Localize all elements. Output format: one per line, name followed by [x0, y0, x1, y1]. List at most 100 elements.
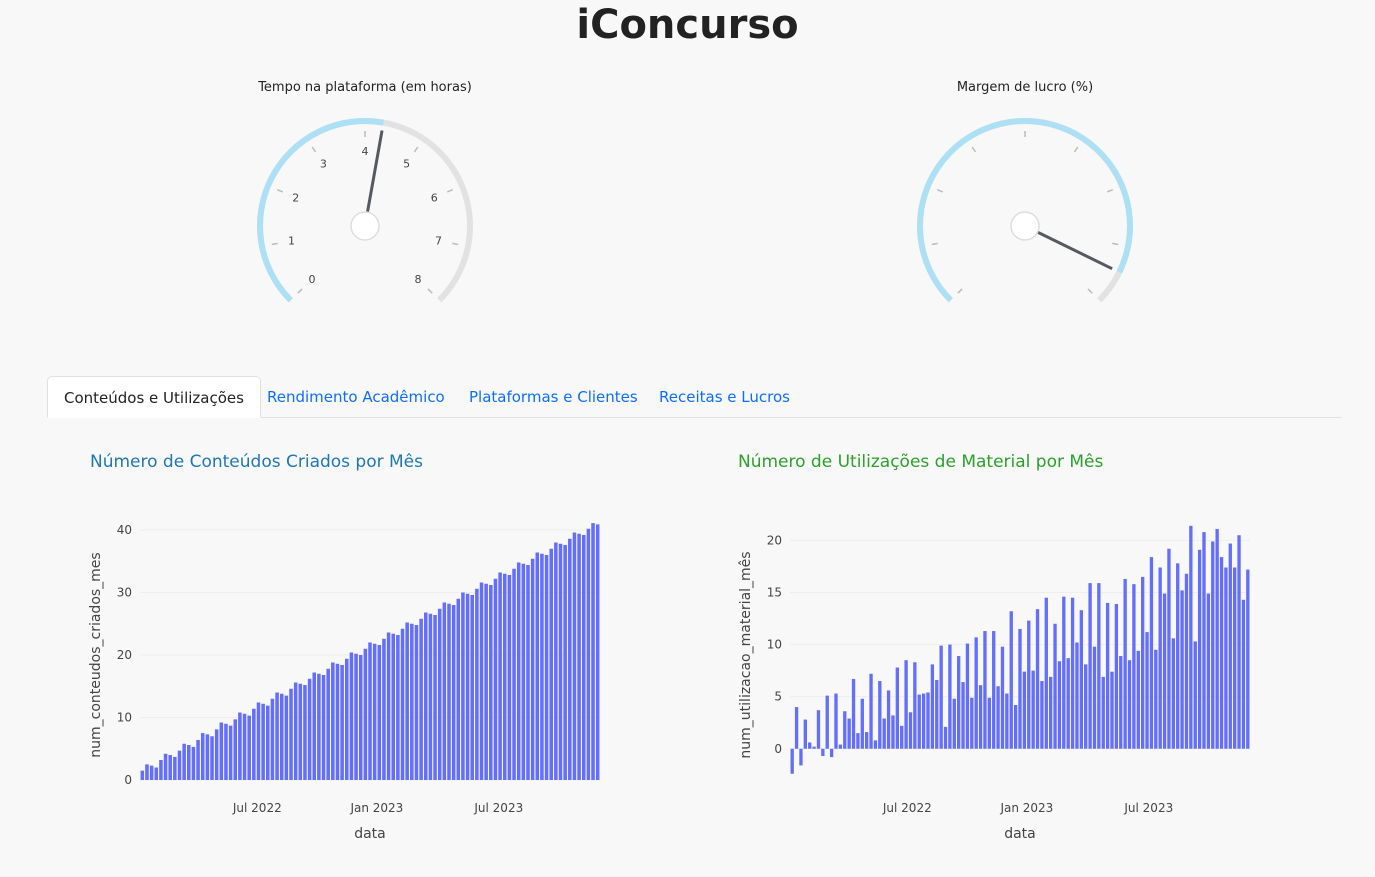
bar	[1219, 557, 1224, 749]
bar	[930, 664, 935, 749]
bar	[182, 743, 186, 780]
bar	[386, 632, 391, 780]
bar	[173, 756, 177, 780]
gauge-tick-label: 5	[403, 158, 410, 171]
bar	[196, 740, 200, 780]
bar	[368, 642, 372, 780]
bar	[219, 722, 224, 780]
gauge-tick	[957, 288, 963, 294]
gauge-fill	[917, 118, 1133, 303]
bar	[270, 698, 275, 780]
bar	[1114, 603, 1119, 749]
gauge-tick	[271, 242, 278, 246]
bar	[372, 643, 377, 780]
bar	[1167, 548, 1171, 749]
y-tick-label: 30	[117, 586, 132, 600]
bar	[1075, 642, 1079, 749]
gauge-time-on-platform: Tempo na plataforma (em horas) 0 1 2 3 4 5 6 7 8	[205, 80, 525, 340]
bar	[935, 680, 939, 749]
bar	[1206, 593, 1211, 749]
bar	[1141, 576, 1145, 749]
bar	[847, 718, 851, 749]
gauge-fill	[257, 118, 384, 303]
bar	[335, 663, 340, 780]
bar	[957, 656, 961, 749]
bar	[577, 533, 581, 780]
bar	[1127, 660, 1132, 749]
bar	[921, 693, 926, 749]
gauge-tick	[931, 242, 938, 246]
bar	[961, 682, 965, 749]
bar	[214, 729, 219, 780]
bar	[275, 692, 279, 780]
bar	[1136, 650, 1140, 749]
bar	[289, 688, 293, 780]
bar	[498, 572, 502, 780]
bar	[860, 698, 864, 749]
tab-conteudos-utilizacoes[interactable]: Conteúdos e Utilizações	[47, 376, 261, 418]
bar	[530, 558, 535, 780]
bar	[1145, 632, 1149, 749]
bar	[163, 753, 168, 780]
bar	[1158, 567, 1162, 749]
bar	[843, 711, 847, 749]
bar	[586, 528, 591, 780]
gauge-tick-label: 7	[435, 235, 442, 248]
gauge-tick-label: 1	[288, 235, 295, 248]
bar	[345, 658, 349, 780]
bar	[256, 702, 261, 780]
y-tick-label: 0	[774, 742, 782, 756]
bar	[145, 764, 149, 780]
bar	[983, 631, 987, 749]
bar	[1079, 610, 1083, 749]
y-tick-label: 40	[117, 523, 132, 537]
bar	[405, 622, 409, 780]
bar	[400, 628, 405, 780]
bar	[154, 767, 159, 780]
bar	[521, 563, 526, 780]
bar	[904, 660, 908, 749]
bar	[1224, 567, 1228, 749]
bar	[303, 685, 307, 780]
bar	[1057, 661, 1062, 749]
bar	[442, 602, 447, 780]
bar	[293, 682, 298, 780]
gauge-tick-label: 6	[431, 191, 438, 204]
bar	[1035, 609, 1040, 749]
bar	[926, 692, 930, 749]
bar	[886, 690, 891, 749]
bar	[1018, 628, 1022, 749]
gauge-tick	[311, 146, 317, 153]
bar	[572, 532, 577, 780]
x-tick-label: Jul 2023	[473, 801, 523, 815]
bar	[808, 742, 812, 749]
bar	[869, 673, 873, 749]
tab-bar: Conteúdos e Utilizações Rendimento Acadê…	[47, 376, 1342, 418]
bar	[1062, 596, 1066, 749]
y-tick-label: 10	[767, 638, 782, 652]
bar	[470, 595, 474, 780]
bar	[1022, 671, 1027, 749]
bar	[502, 573, 507, 780]
bar	[1031, 670, 1035, 749]
tab-rendimento-academico[interactable]: Rendimento Acadêmico	[267, 388, 445, 406]
bar	[326, 668, 330, 780]
bar	[549, 548, 553, 780]
gauge-tick	[276, 188, 284, 193]
bar	[410, 623, 414, 780]
bar	[952, 698, 956, 749]
x-tick-label: Jul 2022	[882, 801, 932, 815]
bar	[882, 718, 886, 749]
gauge-needle	[1024, 224, 1113, 271]
bar	[1123, 578, 1127, 749]
tab-plataformas-clientes[interactable]: Plataformas e Clientes	[469, 388, 638, 406]
bar	[1066, 658, 1070, 749]
bar	[838, 744, 843, 749]
bar	[340, 665, 344, 780]
bar	[1097, 583, 1101, 749]
tab-receitas-lucros[interactable]: Receitas e Lucros	[659, 388, 790, 406]
gauge-tick-label: 4	[362, 145, 369, 158]
page-title: iConcurso	[576, 2, 799, 48]
bar	[851, 678, 856, 749]
bar	[1053, 623, 1057, 749]
